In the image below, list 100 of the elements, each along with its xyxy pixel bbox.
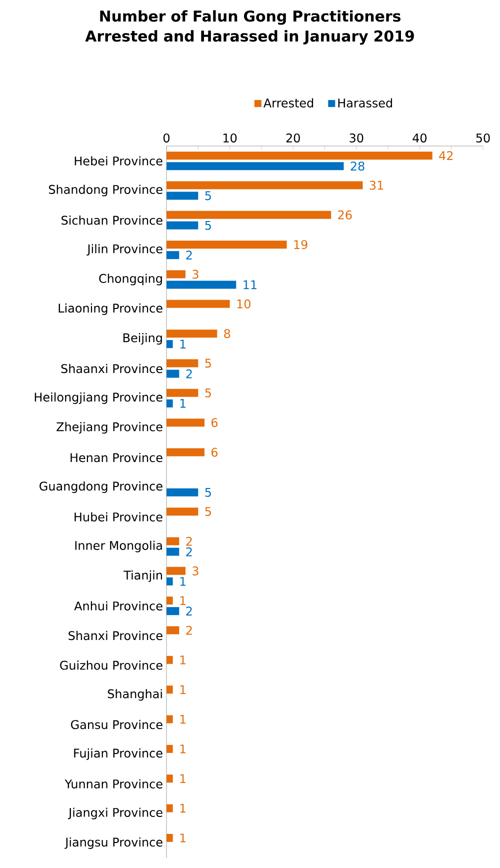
bar: [166, 300, 230, 308]
bar: [166, 399, 173, 408]
bar: [166, 210, 332, 219]
data-label: 1: [180, 656, 186, 664]
x-tick-label: 20: [286, 133, 300, 142]
y-tick-label: Chongqing: [99, 274, 162, 286]
bar: [166, 656, 173, 664]
bar: [166, 340, 173, 348]
y-tick-label: Jiangsu Province: [64, 837, 162, 849]
y-tick-label: Tianjin: [124, 570, 162, 582]
bar: [166, 744, 173, 753]
bar: [166, 548, 180, 556]
bar: [166, 834, 173, 842]
data-label: 1: [180, 744, 186, 754]
data-label: 5: [205, 507, 211, 516]
y-tick-label: Shandong Province: [48, 184, 162, 196]
data-label: 28: [350, 162, 364, 171]
data-label: 1: [180, 714, 186, 724]
x-tick-label: 0: [163, 133, 170, 142]
data-label: 3: [192, 566, 198, 576]
y-tick-label: Inner Mongolia: [75, 540, 162, 552]
x-tick-label: 40: [412, 133, 427, 142]
bar: [166, 270, 186, 278]
y-tick-label: Shanghai: [108, 689, 162, 701]
data-label: 1: [180, 804, 186, 813]
data-label: 31: [370, 180, 384, 190]
data-label: 2: [186, 606, 192, 616]
y-tick-label: Hubei Province: [74, 512, 162, 522]
data-label: 2: [186, 369, 192, 378]
y-tick-label: Heilongjiang Province: [34, 392, 162, 404]
data-label: 5: [205, 358, 211, 368]
data-label: 2: [186, 250, 192, 260]
data-label: 2: [186, 536, 192, 546]
data-label: 5: [205, 220, 211, 230]
y-tick-label: Beijing: [123, 333, 162, 345]
data-label: 2: [186, 547, 192, 556]
y-tick-label: Gansu Province: [71, 720, 162, 730]
bar: [166, 251, 180, 260]
data-label: 2: [186, 626, 192, 635]
bar: [166, 280, 236, 289]
data-label: 6: [212, 418, 218, 428]
bar: [166, 508, 198, 516]
bar: [166, 388, 198, 397]
bar: [166, 577, 173, 586]
y-tick-label: Guangdong Province: [40, 481, 162, 493]
data-label: 3: [192, 270, 198, 279]
y-tick-label: Jiangxi Province: [68, 808, 162, 820]
bar: [166, 774, 173, 783]
y-tick-label: Jilin Province: [86, 244, 162, 256]
bar: [166, 448, 204, 456]
data-label: 1: [180, 399, 186, 408]
bar: [166, 152, 432, 160]
bar: [166, 804, 173, 812]
bar: [166, 359, 198, 368]
data-label: 1: [180, 340, 186, 348]
data-label: 1: [180, 774, 186, 783]
data-label: 1: [180, 577, 186, 586]
bar: [166, 596, 173, 605]
y-tick-label: Liaoning Province: [58, 303, 162, 315]
bar: [166, 192, 198, 200]
x-tick-label: 10: [224, 133, 237, 142]
data-label: 1: [180, 685, 186, 694]
bar: [166, 566, 186, 575]
bar: [166, 488, 198, 496]
data-label: 5: [205, 488, 211, 497]
bar: [166, 418, 204, 427]
data-label: 11: [244, 280, 256, 290]
data-label: 10: [237, 299, 250, 308]
y-tick-label: Shaanxi Province: [61, 364, 162, 374]
data-label: 8: [224, 329, 230, 338]
y-tick-label: Shanxi Province: [68, 630, 162, 640]
data-label: 1: [180, 834, 186, 842]
y-tick-label: Yunnan Province: [64, 779, 162, 788]
y-tick-label: Henan Province: [70, 452, 162, 462]
bar: [166, 162, 344, 170]
y-tick-label: Hebei Province: [74, 156, 162, 166]
y-tick-label: Guizhou Province: [60, 660, 162, 670]
bar: [166, 240, 287, 249]
y-tick-label: Fujian Province: [74, 748, 162, 760]
bar: [166, 537, 180, 546]
bar: [166, 715, 173, 724]
x-tick-label: 30: [350, 133, 364, 142]
data-label: 5: [205, 388, 211, 398]
y-tick-label: Sichuan Province: [62, 216, 162, 225]
bar: [166, 181, 363, 190]
data-label: 5: [205, 191, 211, 200]
bar: [166, 330, 218, 338]
data-label: 42: [439, 151, 453, 160]
bar: [166, 607, 180, 616]
bar: [166, 370, 180, 378]
bar: [166, 686, 173, 694]
x-tick-label: 50: [476, 133, 490, 142]
legend-label: Harassed: [338, 98, 392, 108]
data-label: 1: [180, 596, 186, 605]
chart-title: Number of Falun Gong Practitioners Arrested and Harassed in January 2019: [85, 10, 414, 45]
bar: [166, 221, 198, 230]
data-label: 19: [294, 240, 308, 250]
y-tick-label: Anhui Province: [74, 601, 162, 610]
bar: [166, 626, 180, 634]
y-tick-label: Zhejiang Province: [56, 422, 162, 434]
